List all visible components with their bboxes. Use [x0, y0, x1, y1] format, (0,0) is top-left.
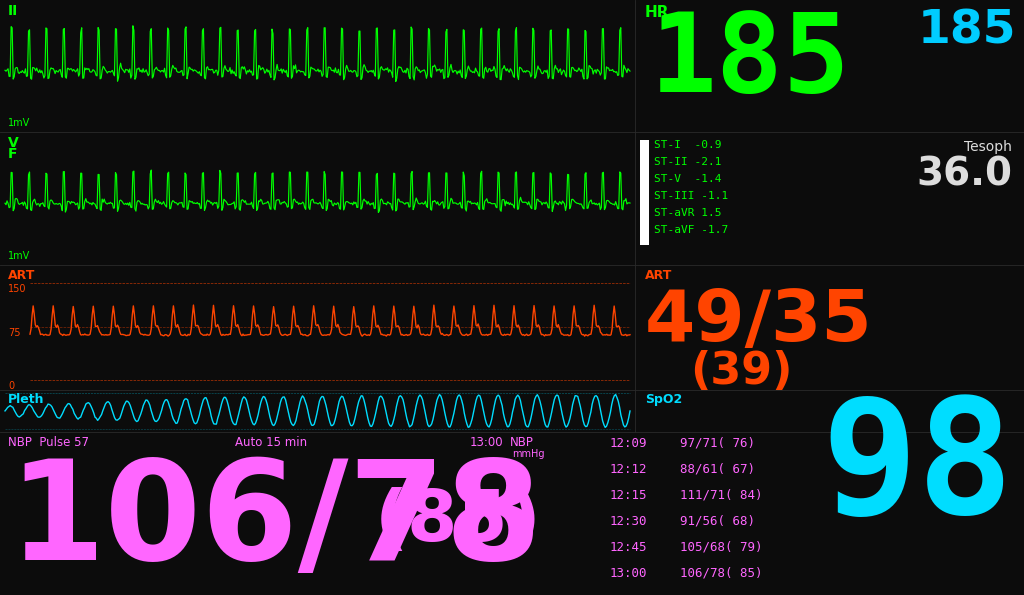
Text: NBP  Pulse 57: NBP Pulse 57	[8, 436, 89, 449]
Text: 1mV: 1mV	[8, 251, 31, 261]
Text: 0: 0	[8, 381, 14, 391]
Text: 12:45: 12:45	[610, 541, 647, 554]
Text: 105/68( 79): 105/68( 79)	[680, 541, 763, 554]
Text: 150: 150	[8, 284, 27, 294]
Text: 106/78( 85): 106/78( 85)	[680, 567, 763, 580]
Text: (39): (39)	[690, 350, 793, 393]
Text: ST-I  -0.9: ST-I -0.9	[654, 140, 722, 150]
Text: (85): (85)	[375, 487, 542, 556]
Text: 13:00: 13:00	[610, 567, 647, 580]
Text: ART: ART	[645, 269, 673, 282]
Text: V: V	[8, 136, 18, 150]
Text: 185: 185	[650, 8, 851, 115]
Text: ART: ART	[8, 269, 36, 282]
Text: Pleth: Pleth	[8, 393, 44, 406]
Text: 12:15: 12:15	[610, 489, 647, 502]
Bar	[640, 140, 649, 245]
Text: NBP: NBP	[510, 436, 534, 449]
Text: F: F	[8, 147, 17, 161]
Text: ST-II -2.1: ST-II -2.1	[654, 157, 722, 167]
Text: 49/35: 49/35	[645, 287, 872, 356]
Text: 91/56( 68): 91/56( 68)	[680, 515, 755, 528]
Text: 12:30: 12:30	[610, 515, 647, 528]
Text: 98: 98	[821, 392, 1014, 547]
Text: 12:09: 12:09	[610, 437, 647, 450]
Text: ST-V  -1.4: ST-V -1.4	[654, 174, 722, 184]
Text: II: II	[8, 4, 18, 18]
Text: ST-aVR 1.5: ST-aVR 1.5	[654, 208, 722, 218]
Text: 111/71( 84): 111/71( 84)	[680, 489, 763, 502]
Text: 12:12: 12:12	[610, 463, 647, 476]
Text: 97/71( 76): 97/71( 76)	[680, 437, 755, 450]
Text: 1mV: 1mV	[8, 118, 31, 128]
Text: 36.0: 36.0	[916, 156, 1012, 194]
Text: ST-aVF -1.7: ST-aVF -1.7	[654, 225, 728, 235]
Text: Auto 15 min: Auto 15 min	[234, 436, 307, 449]
Text: 88/61( 67): 88/61( 67)	[680, 463, 755, 476]
Text: Tesoph: Tesoph	[965, 140, 1012, 154]
Text: HR: HR	[645, 5, 670, 20]
Text: mmHg: mmHg	[512, 449, 545, 459]
Text: ST-III -1.1: ST-III -1.1	[654, 191, 728, 201]
Text: 106/78: 106/78	[8, 454, 542, 589]
Text: 13:00: 13:00	[470, 436, 504, 449]
Text: 75: 75	[8, 328, 20, 338]
Text: 185: 185	[918, 8, 1016, 53]
Text: SpO2: SpO2	[645, 393, 682, 406]
